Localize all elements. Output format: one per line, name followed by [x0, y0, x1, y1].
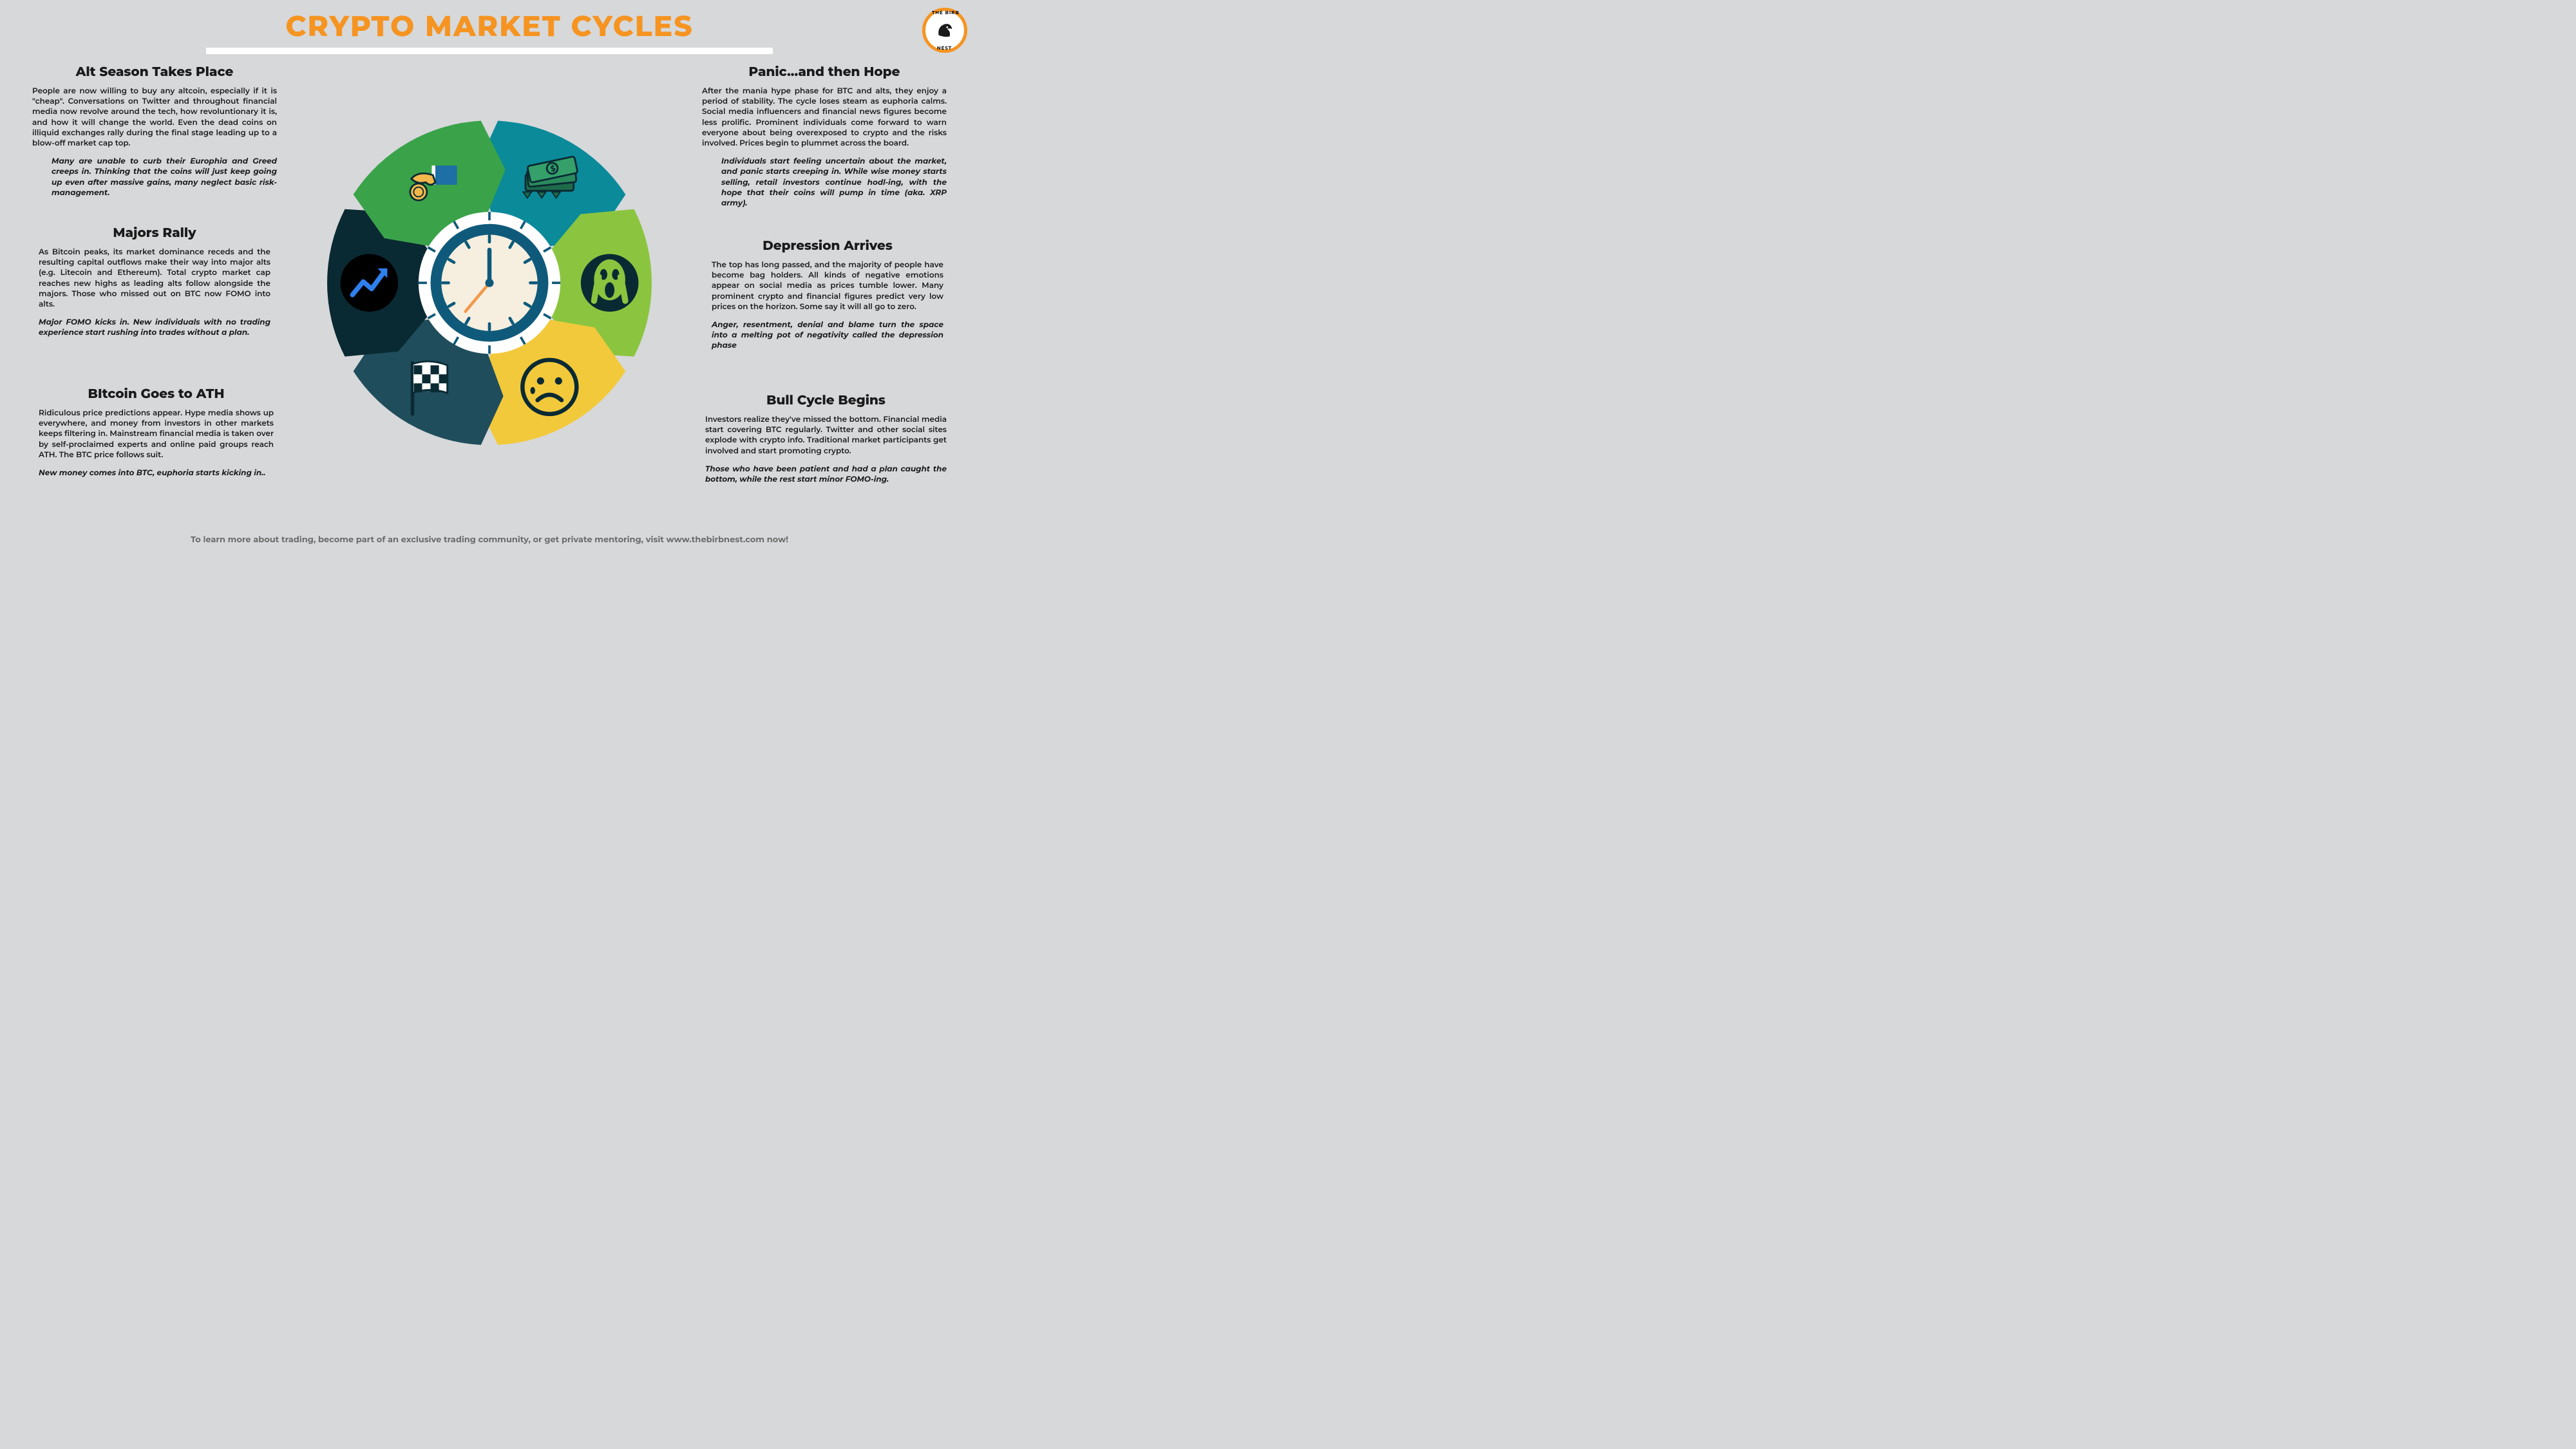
scream-face-icon: [581, 254, 639, 312]
section-title: Majors Rally: [39, 225, 270, 241]
title-text: CRYPTO MARKET CYCLES: [285, 9, 693, 44]
page-title: CRYPTO MARKET CYCLES: [0, 0, 979, 44]
section-note: Anger, resentment, denial and blame turn…: [712, 320, 943, 352]
brand-logo: THE BIRB NEST: [922, 8, 967, 53]
section-body: As Bitcoin peaks, its market dominance r…: [39, 247, 270, 310]
section-body: Ridiculous price predictions appear. Hyp…: [39, 408, 274, 460]
title-underline: [206, 48, 773, 54]
section-title: BItcoin Goes to ATH: [39, 386, 274, 402]
section-title: Depression Arrives: [712, 238, 943, 254]
cycle-diagram: $: [309, 102, 670, 463]
section-note: Those who have been patient and had a pl…: [705, 464, 947, 485]
section-title: Panic...and then Hope: [702, 64, 947, 80]
section-title: Alt Season Takes Place: [32, 64, 277, 80]
section-body: People are now willing to buy any altcoi…: [32, 86, 277, 149]
section-note: New money comes into BTC, euphoria start…: [39, 468, 274, 478]
section-title: Bull Cycle Begins: [705, 393, 947, 408]
section-note: Major FOMO kicks in. New individuals wit…: [39, 317, 270, 338]
footer-text: To learn more about trading, become part…: [0, 535, 979, 545]
section-note: Individuals start feeling uncertain abou…: [702, 156, 947, 209]
section-majors-rally: Majors Rally As Bitcoin peaks, its marke…: [39, 225, 270, 339]
section-panic-hope: Panic...and then Hope After the mania hy…: [702, 64, 947, 209]
bird-icon: [933, 18, 957, 43]
section-depression: Depression Arrives The top has long pass…: [712, 238, 943, 352]
section-bitcoin-ath: BItcoin Goes to ATH Ridiculous price pre…: [39, 386, 274, 478]
footer-content: To learn more about trading, become part…: [191, 535, 788, 545]
section-body: After the mania hype phase for BTC and a…: [702, 86, 947, 149]
section-note: Many are unable to curb their Europhia a…: [32, 156, 277, 198]
chart-up-icon: [341, 254, 399, 312]
section-alt-season: Alt Season Takes Place People are now wi…: [32, 64, 277, 198]
section-body: The top has long passed, and the majorit…: [712, 260, 943, 312]
logo-text-top: THE BIRB: [932, 10, 960, 15]
section-body: Investors realize they've missed the bot…: [705, 415, 947, 457]
section-bull-begins: Bull Cycle Begins Investors realize they…: [705, 393, 947, 485]
logo-text-bottom: NEST: [937, 45, 952, 51]
